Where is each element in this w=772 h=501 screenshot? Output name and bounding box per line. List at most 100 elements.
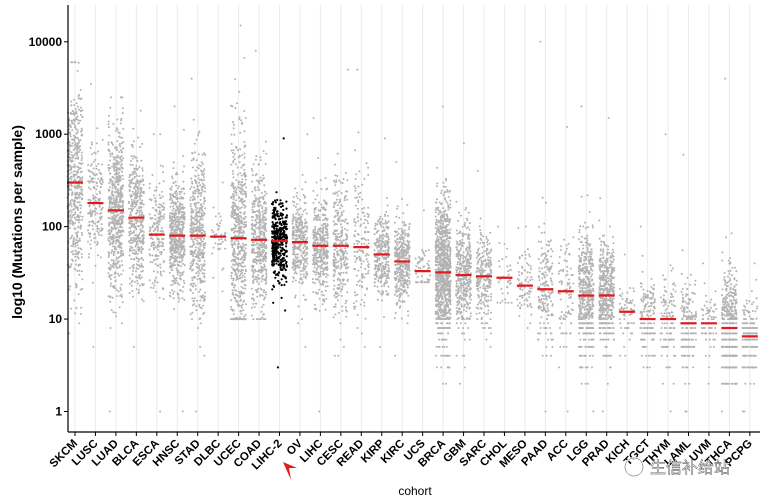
data-point bbox=[172, 205, 174, 208]
data-point bbox=[154, 279, 156, 282]
data-point bbox=[274, 249, 277, 252]
data-point bbox=[170, 255, 173, 258]
data-point bbox=[253, 225, 256, 228]
data-point bbox=[120, 119, 123, 122]
data-point bbox=[314, 241, 316, 244]
data-point bbox=[76, 207, 79, 210]
data-point bbox=[157, 223, 160, 226]
data-point bbox=[141, 211, 144, 214]
data-point bbox=[118, 178, 120, 181]
data-point bbox=[192, 260, 195, 263]
data-point bbox=[230, 184, 233, 187]
data-point bbox=[118, 205, 121, 208]
data-point bbox=[319, 227, 322, 230]
data-point bbox=[99, 229, 102, 232]
data-point bbox=[80, 97, 83, 100]
data-point bbox=[281, 268, 284, 271]
data-point bbox=[258, 205, 261, 208]
data-point bbox=[203, 196, 206, 199]
data-point bbox=[148, 182, 151, 185]
data-point bbox=[274, 276, 277, 279]
data-point bbox=[319, 270, 322, 273]
data-point bbox=[151, 174, 154, 176]
data-point bbox=[76, 244, 79, 247]
data-point bbox=[121, 159, 124, 162]
data-point bbox=[295, 235, 298, 238]
data-point bbox=[232, 279, 235, 282]
data-point bbox=[91, 181, 94, 184]
data-point bbox=[334, 296, 337, 299]
data-point bbox=[119, 169, 121, 171]
data-point bbox=[109, 327, 112, 329]
data-point bbox=[148, 187, 151, 189]
data-point bbox=[256, 295, 259, 298]
data-point bbox=[79, 288, 82, 291]
data-point bbox=[240, 248, 243, 251]
data-point bbox=[263, 184, 266, 187]
data-point bbox=[299, 221, 302, 224]
data-point bbox=[217, 227, 220, 230]
data-point bbox=[68, 188, 71, 191]
data-point bbox=[306, 272, 309, 275]
data-point bbox=[177, 246, 180, 249]
data-point bbox=[243, 141, 246, 143]
data-point bbox=[73, 126, 76, 129]
data-point bbox=[131, 173, 134, 176]
data-point bbox=[232, 208, 235, 211]
data-point bbox=[171, 212, 174, 215]
data-point bbox=[113, 225, 116, 228]
data-point bbox=[244, 279, 247, 282]
data-point bbox=[114, 221, 117, 224]
data-point bbox=[178, 193, 181, 196]
data-point bbox=[172, 161, 175, 164]
data-point bbox=[110, 235, 113, 238]
data-point bbox=[137, 210, 140, 212]
data-point bbox=[170, 253, 173, 255]
data-point bbox=[299, 233, 302, 236]
data-point bbox=[233, 260, 236, 263]
data-point bbox=[314, 198, 317, 201]
data-point bbox=[242, 244, 245, 247]
data-point bbox=[80, 159, 83, 162]
data-point bbox=[314, 291, 317, 294]
data-point bbox=[297, 305, 300, 308]
data-point bbox=[134, 240, 137, 243]
data-point bbox=[149, 261, 152, 263]
data-point bbox=[189, 187, 192, 190]
data-point bbox=[132, 157, 134, 160]
data-point bbox=[272, 208, 275, 212]
data-point bbox=[111, 184, 114, 187]
data-point bbox=[133, 231, 135, 234]
data-point bbox=[79, 106, 82, 109]
data-point bbox=[236, 318, 239, 321]
data-point bbox=[94, 213, 97, 216]
data-point bbox=[196, 185, 199, 188]
data-point bbox=[76, 148, 79, 151]
data-point bbox=[71, 222, 74, 225]
data-point bbox=[235, 102, 238, 105]
data-point bbox=[235, 191, 238, 194]
data-point bbox=[72, 202, 75, 205]
data-point bbox=[281, 247, 284, 250]
data-point bbox=[135, 238, 138, 241]
data-point bbox=[254, 158, 257, 161]
data-point bbox=[96, 212, 99, 215]
data-point bbox=[235, 214, 238, 216]
data-point bbox=[135, 227, 137, 230]
data-point bbox=[274, 241, 277, 244]
data-point bbox=[191, 180, 193, 183]
data-point bbox=[233, 223, 236, 226]
data-point bbox=[132, 186, 135, 189]
data-point bbox=[238, 90, 241, 93]
data-point bbox=[261, 246, 264, 249]
data-point bbox=[112, 203, 115, 206]
data-point bbox=[192, 292, 194, 295]
data-point bbox=[131, 249, 134, 252]
data-point bbox=[240, 265, 243, 268]
data-point bbox=[296, 237, 299, 240]
data-point bbox=[346, 68, 349, 71]
data-point bbox=[76, 241, 79, 244]
data-point bbox=[240, 119, 242, 122]
data-point bbox=[77, 139, 80, 142]
data-point bbox=[133, 258, 135, 261]
